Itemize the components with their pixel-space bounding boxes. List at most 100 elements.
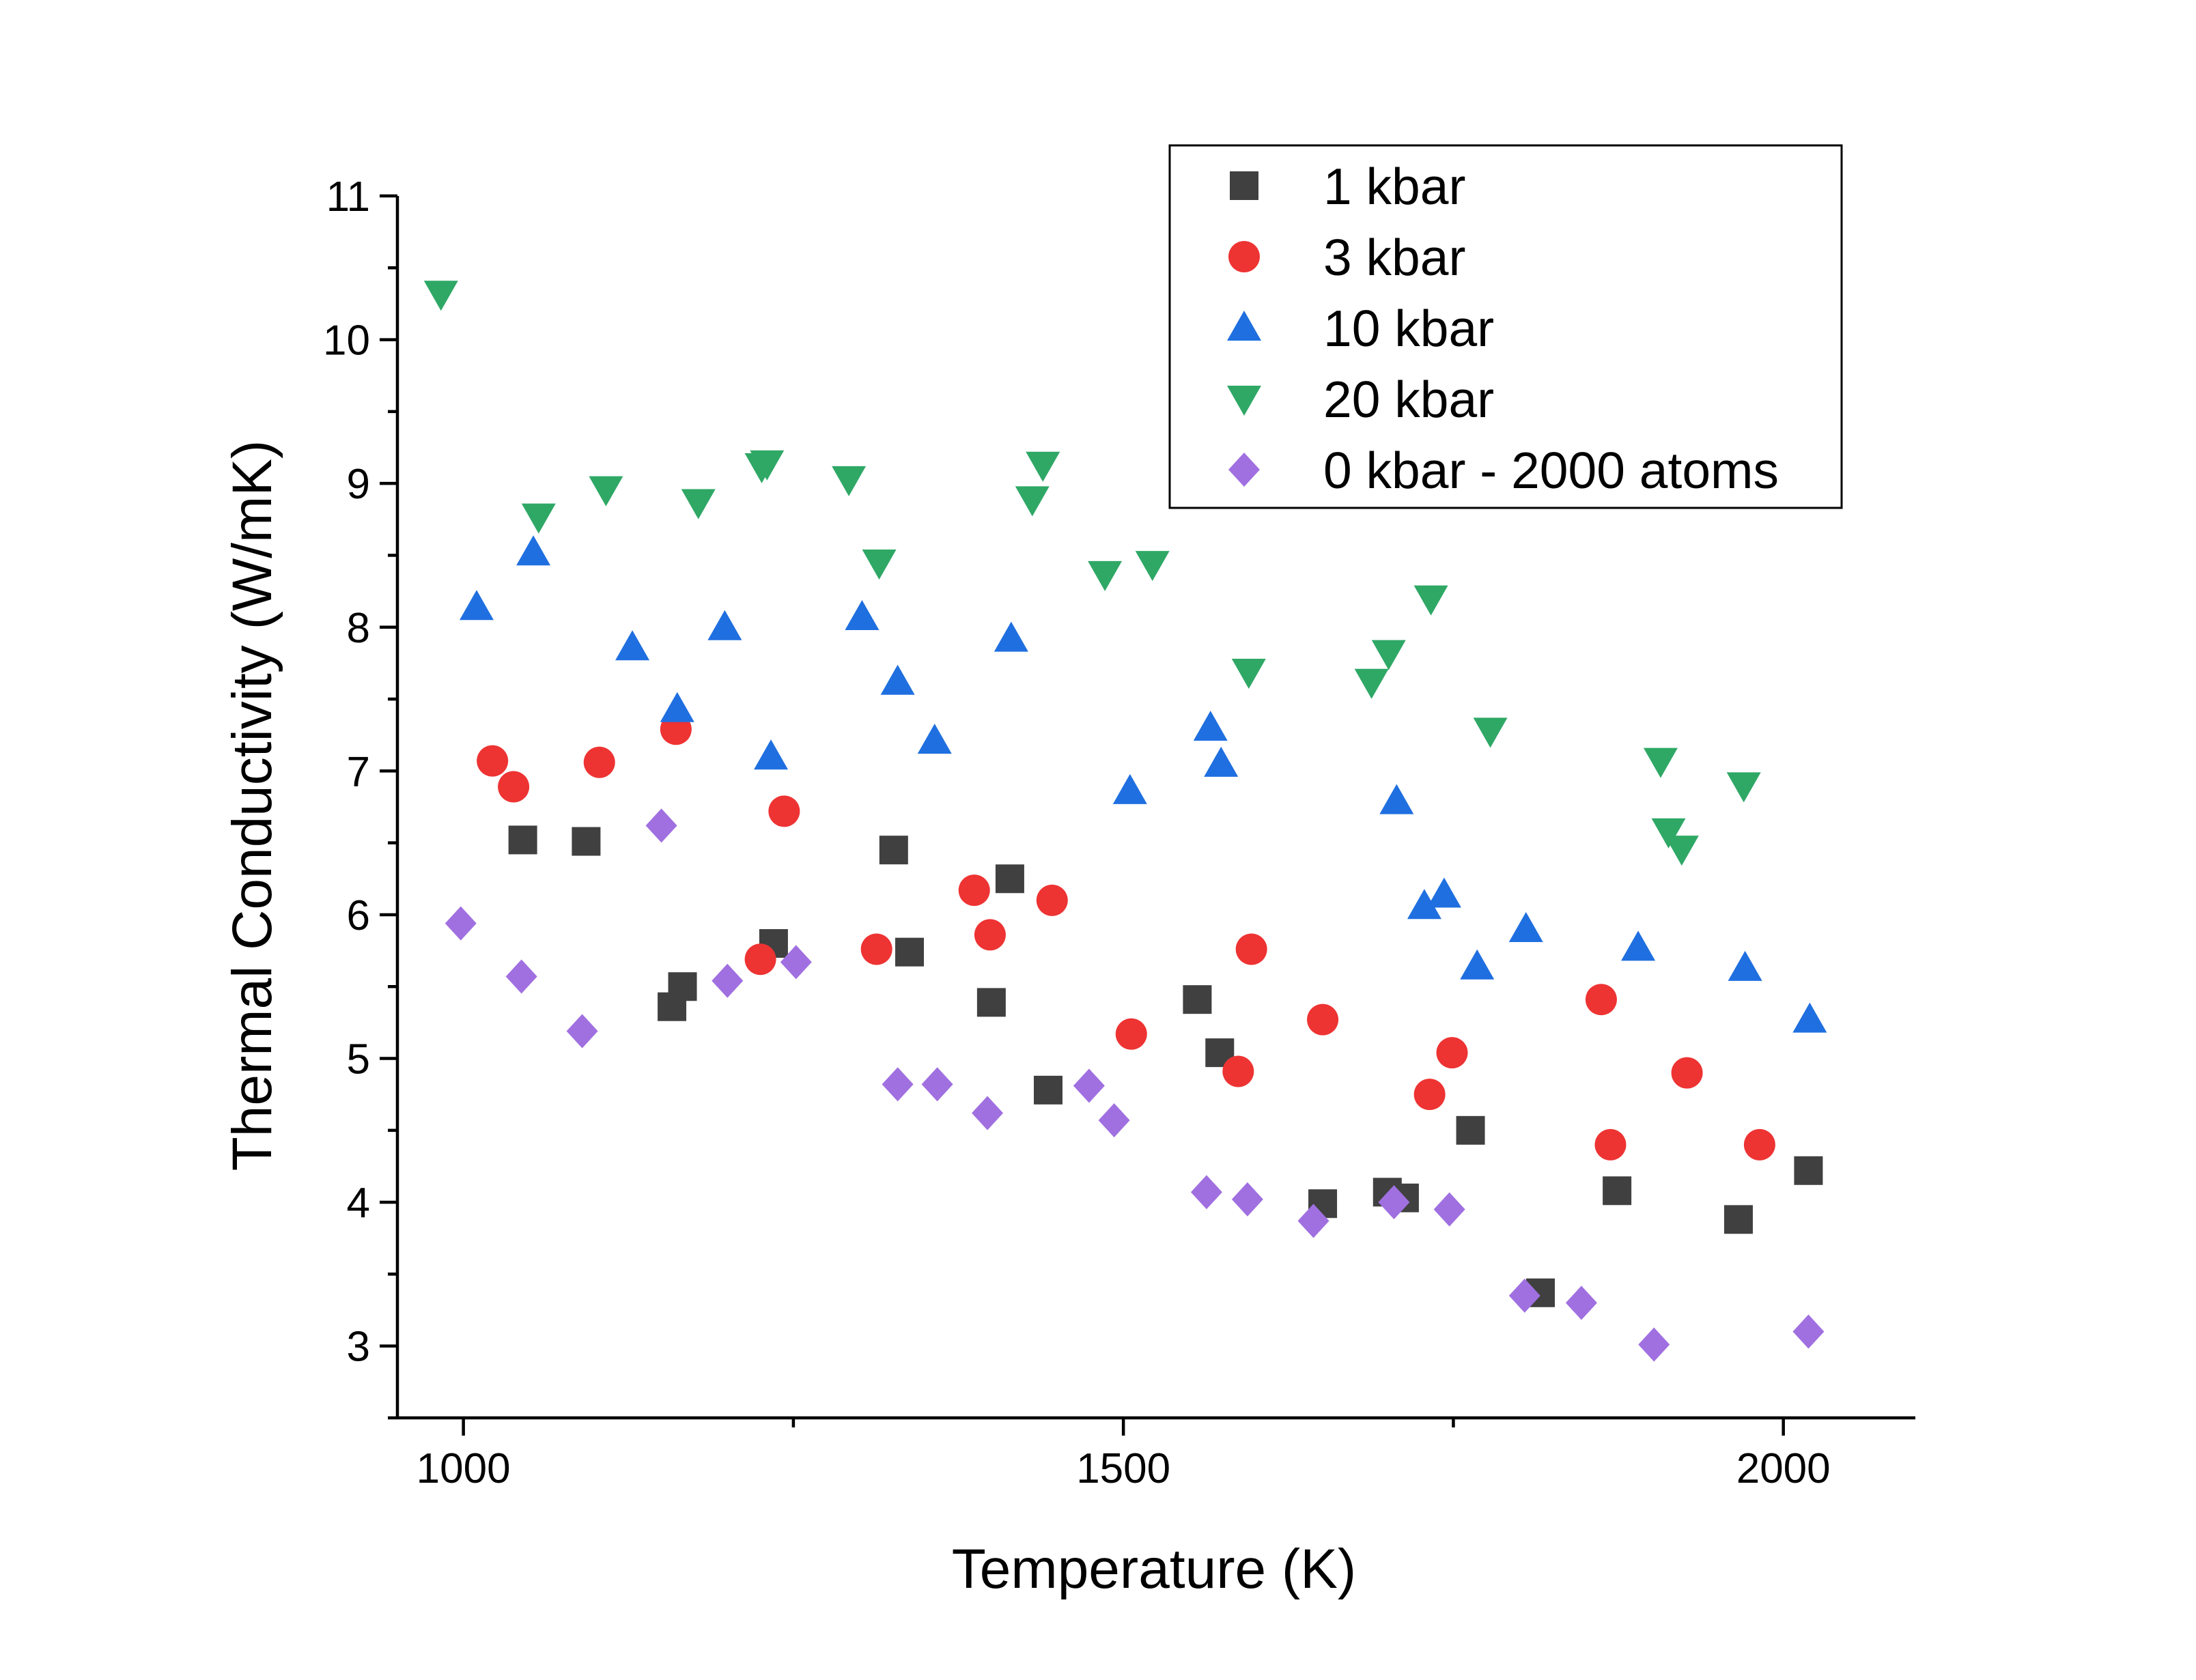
data-point (995, 864, 1024, 894)
data-point (1594, 1128, 1627, 1161)
data-point (1433, 1192, 1465, 1227)
legend: 1 kbar 3 kbar 10 kbar 20 kbar 0 kbar - 2000 … (1168, 144, 1843, 509)
data-point (1088, 560, 1123, 591)
data-point (994, 621, 1028, 652)
data-point (1231, 659, 1266, 689)
data-point (1621, 930, 1656, 961)
data-point (744, 943, 776, 976)
data-point (1723, 1205, 1753, 1234)
data-point (583, 746, 615, 778)
legend-box (1168, 144, 1843, 509)
data-point (1193, 711, 1228, 741)
data-point (508, 825, 537, 855)
data-point (1112, 773, 1147, 804)
data-point (521, 503, 556, 534)
data-point (750, 450, 785, 481)
data-point (660, 692, 694, 722)
data-point (1033, 1075, 1062, 1105)
data-point (1407, 889, 1441, 920)
series-3 (423, 281, 1761, 866)
y-tick-label: 7 (347, 748, 370, 795)
x-tick-label: 1500 (1076, 1445, 1170, 1492)
data-point (1460, 949, 1495, 980)
series-1 (477, 713, 1775, 1161)
data-point (1743, 1128, 1775, 1161)
data-point (516, 535, 551, 566)
data-point (880, 664, 915, 695)
data-point (1794, 1156, 1823, 1185)
data-point (860, 933, 892, 965)
data-point (498, 771, 530, 803)
data-point (1436, 1037, 1468, 1069)
data-point (882, 1067, 914, 1102)
data-point (879, 836, 908, 865)
legend-marker (1230, 171, 1258, 200)
legend-label: 20 kbar (1323, 371, 1494, 428)
legend-label: 0 kbar - 2000 atoms (1323, 442, 1779, 499)
data-point (1183, 985, 1212, 1014)
data-point (958, 874, 990, 907)
data-point (1307, 1003, 1339, 1036)
data-point (566, 1014, 598, 1049)
data-point (976, 988, 1006, 1017)
data-point (1204, 746, 1239, 777)
data-point (1726, 772, 1761, 803)
data-point (1651, 818, 1686, 849)
data-point (1585, 984, 1617, 1016)
data-point (1643, 748, 1678, 778)
legend-marker (1227, 311, 1261, 341)
data-point (459, 590, 494, 621)
series-2 (459, 535, 1827, 1033)
y-tick-label: 9 (347, 461, 370, 508)
data-point (780, 945, 812, 980)
data-point (1413, 585, 1448, 616)
data-point (1379, 784, 1414, 814)
data-point (1792, 1314, 1825, 1349)
data-point (917, 724, 952, 754)
data-point (1222, 1055, 1254, 1087)
data-point (921, 1067, 953, 1102)
y-axis-title: Thermal Conductivity (W/mK) (221, 440, 283, 1171)
data-point (974, 919, 1006, 951)
legend-marker (1228, 453, 1260, 487)
data-point (707, 610, 742, 640)
data-point (1473, 717, 1508, 748)
data-point (1371, 640, 1406, 670)
axes: 3 4 5 6 7 8 9 10 11 1000 1500 2000 (323, 173, 1915, 1492)
data-point (477, 745, 509, 777)
data-point (1297, 1204, 1329, 1238)
data-point (754, 739, 789, 770)
data-point (832, 466, 867, 496)
data-point (1036, 884, 1068, 916)
data-point (1638, 1327, 1670, 1362)
data-point (1190, 1175, 1222, 1210)
data-point (589, 476, 623, 507)
data-point (972, 1096, 1004, 1130)
y-tick-label: 11 (326, 173, 370, 220)
legend-label: 1 kbar (1323, 158, 1465, 215)
y-tick-label: 4 (347, 1180, 370, 1227)
legend-marker (1227, 386, 1261, 416)
data-point (1456, 1115, 1485, 1145)
legend-label: 10 kbar (1323, 300, 1494, 357)
y-tick-label: 3 (347, 1324, 370, 1371)
data-point (845, 600, 879, 631)
y-tick-label: 10 (323, 317, 370, 365)
data-point (1073, 1068, 1105, 1103)
x-tick-label: 1000 (417, 1445, 511, 1492)
data-point (1413, 1079, 1446, 1111)
data-point (1792, 1002, 1827, 1033)
data-point (423, 281, 458, 311)
data-point (1026, 451, 1060, 482)
data-point (668, 972, 697, 1001)
data-point (712, 963, 744, 998)
data-point (645, 808, 677, 843)
data-point (1115, 1018, 1147, 1050)
data-point (1135, 551, 1170, 582)
y-tick-label: 8 (347, 605, 370, 652)
data-point (1015, 486, 1050, 517)
data-point (1426, 877, 1461, 908)
series-0 (508, 825, 1823, 1307)
legend-label: 3 kbar (1323, 229, 1465, 286)
